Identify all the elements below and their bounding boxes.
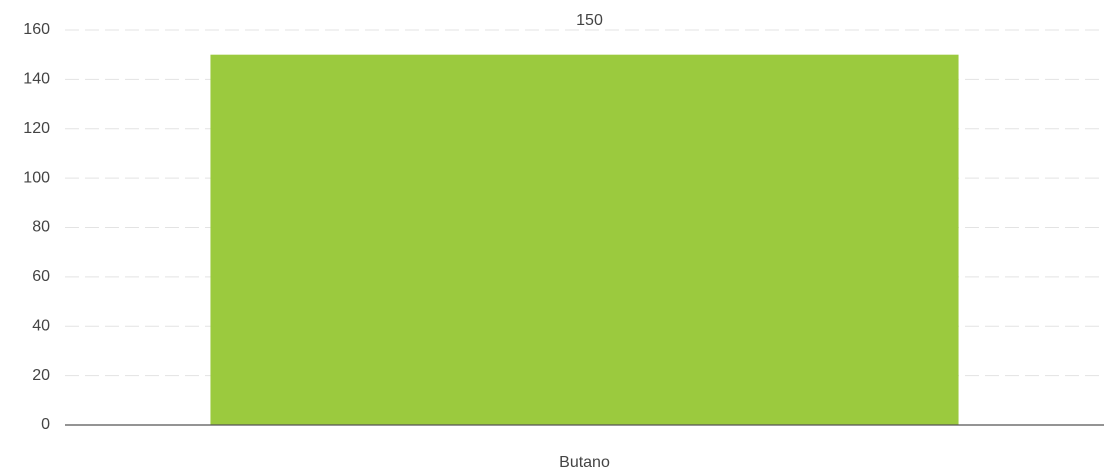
y-tick-label: 160 [23, 21, 50, 38]
y-tick-label: 60 [32, 268, 50, 285]
y-tick-label: 120 [23, 120, 50, 137]
data-label: 150 [576, 12, 603, 29]
x-tick-label: Butano [559, 454, 610, 471]
y-tick-label: 100 [23, 169, 50, 186]
y-tick-label: 20 [32, 367, 50, 384]
y-tick-label: 80 [32, 219, 50, 236]
y-tick-label: 0 [41, 416, 50, 433]
bar [210, 54, 959, 425]
y-tick-label: 40 [32, 317, 50, 334]
y-tick-label: 140 [23, 71, 50, 88]
